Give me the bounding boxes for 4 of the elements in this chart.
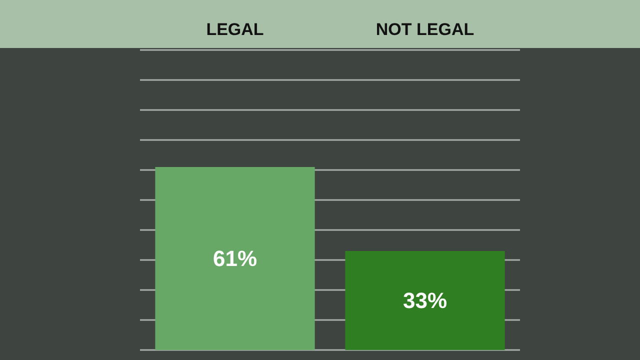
data-label: 33% [402,288,448,313]
x-tick-label: NOT LEGAL [376,20,474,39]
x-tick-label: LEGAL [206,20,264,39]
data-label: 61% [212,246,258,271]
